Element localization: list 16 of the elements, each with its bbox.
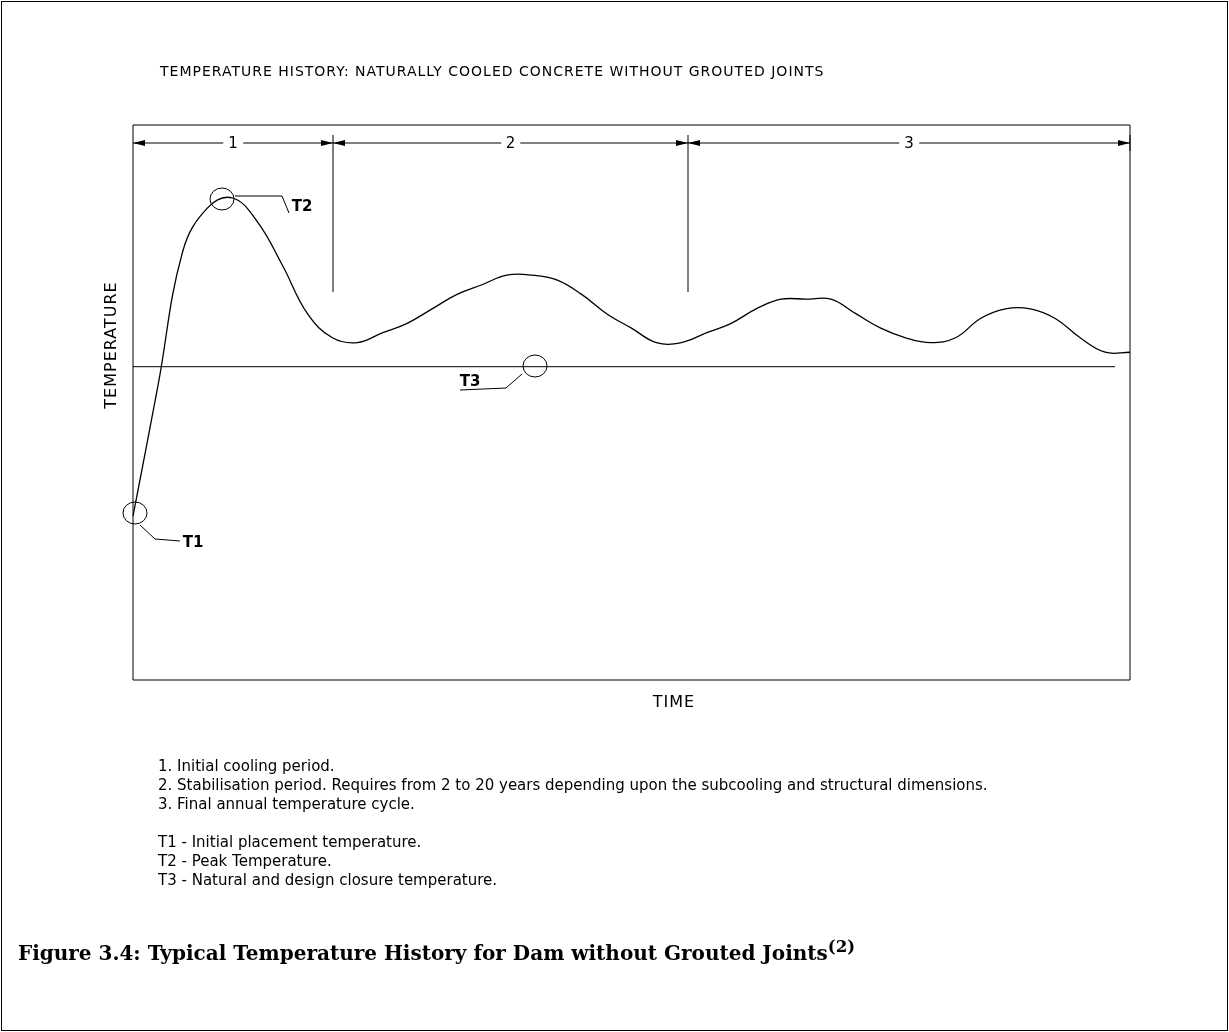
ref-line-label: T3 xyxy=(458,371,482,390)
annotation: T2 xyxy=(290,196,314,215)
text: T2 - Peak Temperature. xyxy=(158,852,333,871)
annotation: T1 xyxy=(181,532,205,551)
text: 3. Final annual temperature cycle. xyxy=(158,795,416,814)
chart-title: TEMPERATURE HISTORY: NATURALLY COOLED CONCRETE WITHOUT GROUTED JOINTS xyxy=(160,63,825,79)
text: T3 - Natural and design closure temperature. xyxy=(158,871,499,890)
text: 1. Initial cooling period. xyxy=(158,757,336,776)
text: 1 xyxy=(223,133,243,152)
text: Figure 3.4: Typical Temperature History for Dam without Grouted Joints$^{(2)}$ xyxy=(18,936,856,965)
text: 2. Stabilisation period. Requires from 2 to 20 years depending upon the subcooling and structural dimensions. xyxy=(158,776,989,795)
y-axis-title: TEMPERATURE xyxy=(100,281,120,409)
text: 3 xyxy=(899,133,919,152)
text: 2 xyxy=(500,133,521,152)
text: T1 - Initial placement temperature. xyxy=(158,833,423,852)
x-axis-title: TIME xyxy=(652,692,696,711)
